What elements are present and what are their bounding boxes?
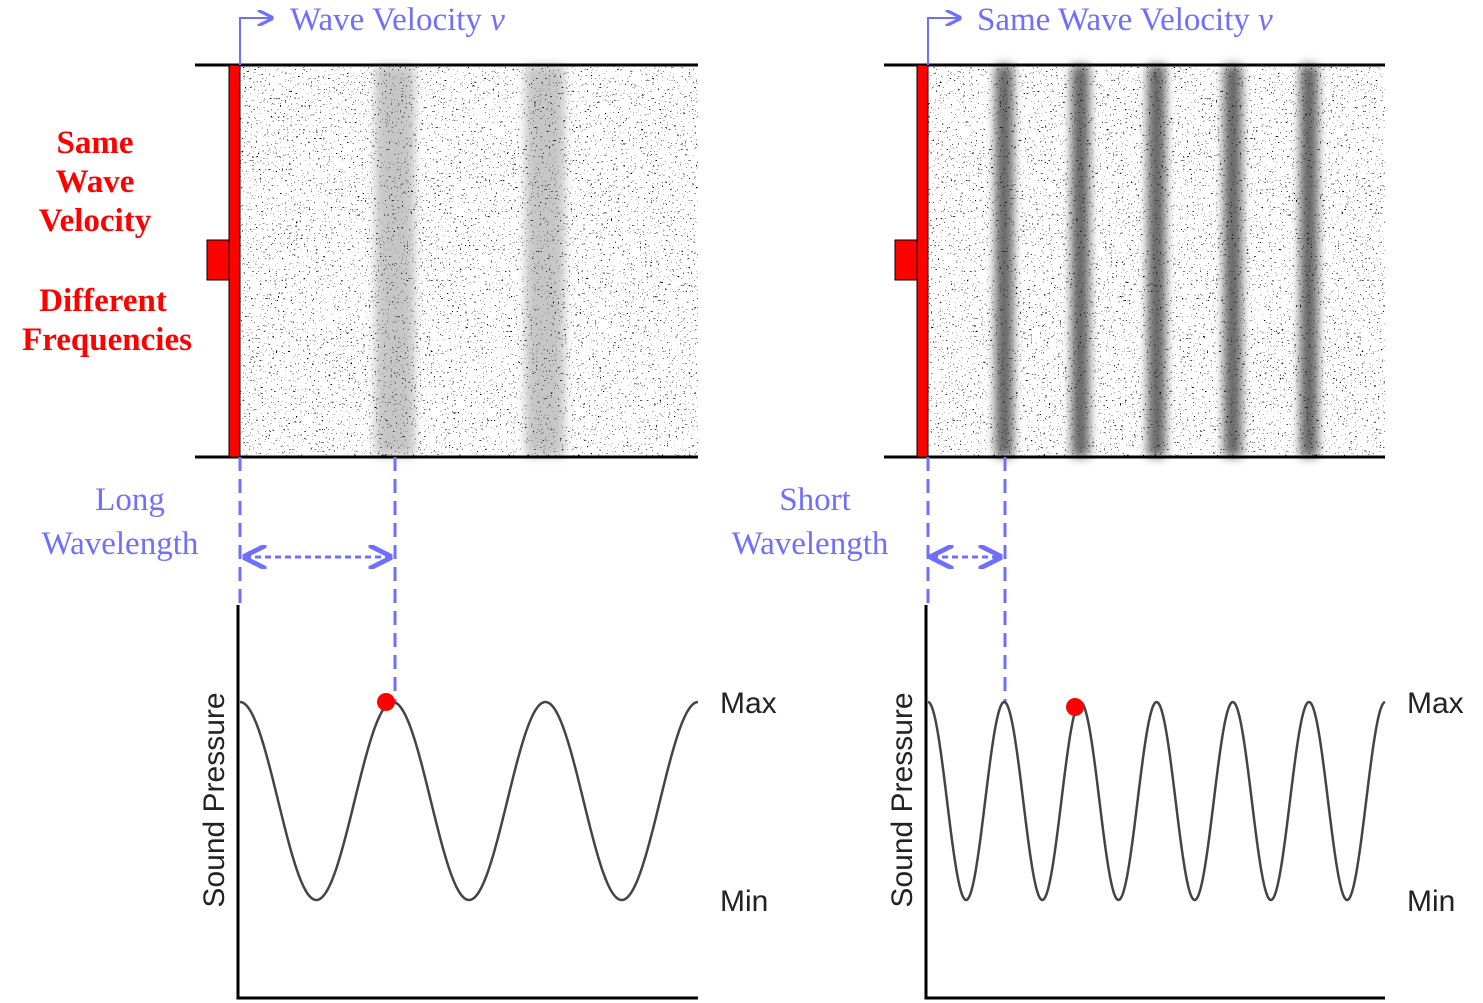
min-label: Min <box>720 885 768 918</box>
particle-marker <box>377 693 395 711</box>
velocity-arrow <box>239 18 272 65</box>
velocity-text: Same Wave Velocity <box>977 2 1250 38</box>
pressure-band <box>1300 65 1318 457</box>
pressure-wave <box>239 700 699 902</box>
particle-marker <box>1066 698 1084 716</box>
speaker <box>916 64 929 458</box>
pressure-bands <box>375 65 565 457</box>
speaker <box>228 64 241 458</box>
pressure-band <box>1071 65 1090 457</box>
side-note: Wave <box>56 164 135 200</box>
side-note: Velocity <box>39 203 152 239</box>
speaker-driver <box>894 239 918 281</box>
speaker-driver <box>206 239 230 281</box>
pressure-bands <box>995 65 1318 457</box>
graph-axes <box>236 605 698 1000</box>
velocity-symbol: ν <box>490 2 505 38</box>
noise-field <box>238 65 698 457</box>
side-note: Different <box>39 283 167 319</box>
max-label: Max <box>1407 687 1464 720</box>
graph-axes <box>924 605 1385 1000</box>
wavelength-label: Wavelength <box>42 526 199 562</box>
pressure-band <box>995 65 1014 457</box>
wavelength-label: Long <box>95 482 165 518</box>
velocity-symbol: ν <box>1258 2 1273 38</box>
y-axis-label: Sound Pressure <box>886 692 919 907</box>
min-label: Min <box>1407 885 1455 918</box>
wavelength-label: Short <box>779 482 851 518</box>
y-axis-label: Sound Pressure <box>198 692 231 907</box>
pressure-wave <box>927 700 1386 902</box>
velocity-text: Wave Velocity <box>290 2 482 38</box>
velocity-arrow <box>927 18 960 65</box>
pressure-band <box>1223 65 1242 457</box>
max-label: Max <box>720 687 777 720</box>
wavelength-label: Wavelength <box>732 526 889 562</box>
velocity-label: Same Wave Velocity ν <box>977 2 1273 38</box>
side-note: Same <box>57 125 134 161</box>
pressure-band <box>1147 65 1166 457</box>
velocity-label: Wave Velocity ν <box>290 2 505 38</box>
side-note: Frequencies <box>22 322 192 358</box>
